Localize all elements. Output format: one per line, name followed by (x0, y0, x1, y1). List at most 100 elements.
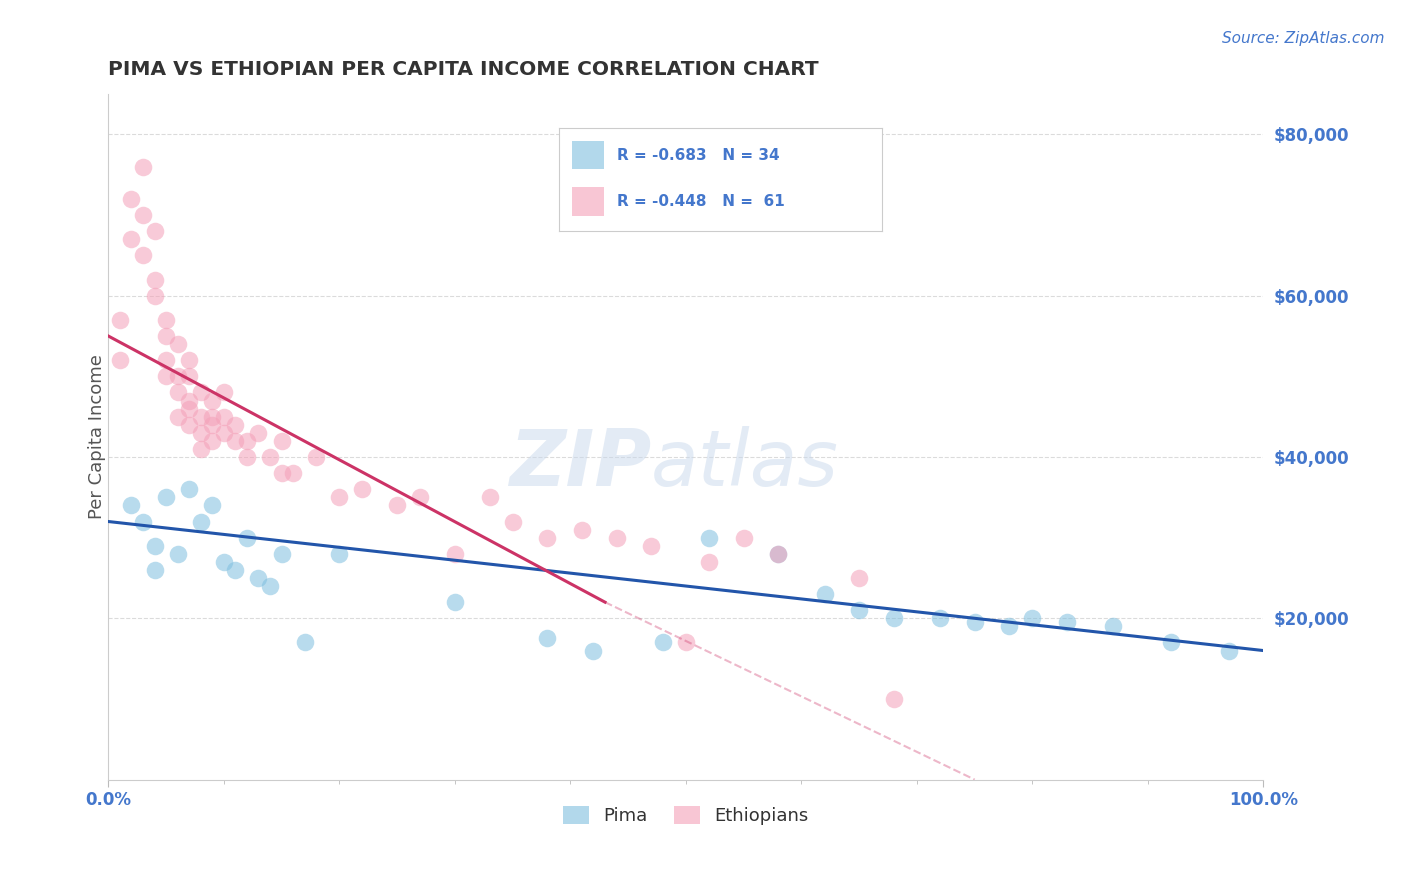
Point (212, 409, 235, 424)
Point (155, 491, 177, 505)
Point (120, 499, 142, 513)
Point (259, 450, 281, 464)
Point (155, 329, 177, 343)
Point (190, 385, 212, 400)
Point (132, 515, 155, 529)
Legend: Pima, Ethiopians: Pima, Ethiopians (557, 799, 815, 832)
Point (143, 539, 166, 553)
Point (768, 547, 790, 561)
Point (697, 531, 720, 545)
Point (179, 393, 201, 408)
Point (132, 160, 155, 174)
Point (883, 611, 905, 625)
Point (813, 587, 835, 601)
Point (305, 450, 328, 464)
Point (848, 571, 870, 585)
Point (201, 434, 224, 448)
Point (143, 272, 166, 286)
Point (536, 531, 558, 545)
Text: Source: ZipAtlas.com: Source: ZipAtlas.com (1222, 31, 1385, 46)
Point (502, 515, 524, 529)
Point (697, 555, 720, 569)
Point (929, 611, 952, 625)
Point (190, 442, 212, 456)
Point (651, 635, 673, 649)
Point (132, 248, 155, 262)
Point (132, 208, 155, 222)
Y-axis label: Per Capita Income: Per Capita Income (89, 354, 107, 519)
Point (328, 491, 350, 505)
Point (155, 369, 177, 384)
Point (247, 571, 270, 585)
Point (201, 409, 224, 424)
Point (883, 692, 905, 706)
Point (352, 482, 374, 496)
Point (606, 531, 628, 545)
Point (120, 232, 142, 246)
Point (224, 434, 246, 448)
Point (179, 401, 201, 416)
Point (108, 313, 131, 327)
Point (385, 499, 408, 513)
Point (409, 491, 432, 505)
Point (212, 385, 235, 400)
Point (675, 635, 697, 649)
Text: atlas: atlas (651, 426, 839, 502)
Point (294, 635, 316, 649)
Point (536, 632, 558, 646)
Point (190, 425, 212, 440)
Point (201, 417, 224, 432)
Point (212, 555, 235, 569)
Point (733, 531, 755, 545)
Point (201, 393, 224, 408)
Point (998, 619, 1021, 633)
Point (201, 499, 224, 513)
Point (166, 337, 188, 351)
Point (247, 425, 270, 440)
Point (224, 417, 246, 432)
Point (1021, 611, 1043, 625)
Point (166, 369, 188, 384)
Point (270, 466, 292, 480)
Point (179, 482, 201, 496)
Point (478, 491, 501, 505)
Point (179, 417, 201, 432)
Point (259, 579, 281, 593)
Point (281, 466, 304, 480)
Point (166, 385, 188, 400)
Point (444, 595, 467, 609)
Point (179, 353, 201, 368)
Text: PIMA VS ETHIOPIAN PER CAPITA INCOME CORRELATION CHART: PIMA VS ETHIOPIAN PER CAPITA INCOME CORR… (108, 60, 818, 78)
Point (1218, 643, 1240, 657)
Point (328, 547, 350, 561)
Point (236, 450, 259, 464)
Point (224, 563, 246, 577)
Point (270, 547, 292, 561)
Point (143, 224, 166, 238)
Point (582, 643, 605, 657)
Point (1056, 615, 1078, 630)
Point (571, 523, 593, 537)
Point (179, 369, 201, 384)
Point (108, 353, 131, 368)
Point (166, 547, 188, 561)
Point (190, 515, 212, 529)
Point (190, 409, 212, 424)
Point (640, 539, 662, 553)
Point (1160, 635, 1182, 649)
Point (143, 288, 166, 302)
Point (236, 531, 259, 545)
Point (155, 353, 177, 368)
Point (212, 425, 235, 440)
Point (120, 192, 142, 206)
Text: ZIP: ZIP (509, 426, 651, 502)
Point (270, 434, 292, 448)
Point (768, 547, 790, 561)
Point (143, 563, 166, 577)
Point (963, 615, 986, 630)
Point (166, 409, 188, 424)
Point (155, 313, 177, 327)
Point (848, 603, 870, 617)
Point (1102, 619, 1125, 633)
Point (444, 547, 467, 561)
